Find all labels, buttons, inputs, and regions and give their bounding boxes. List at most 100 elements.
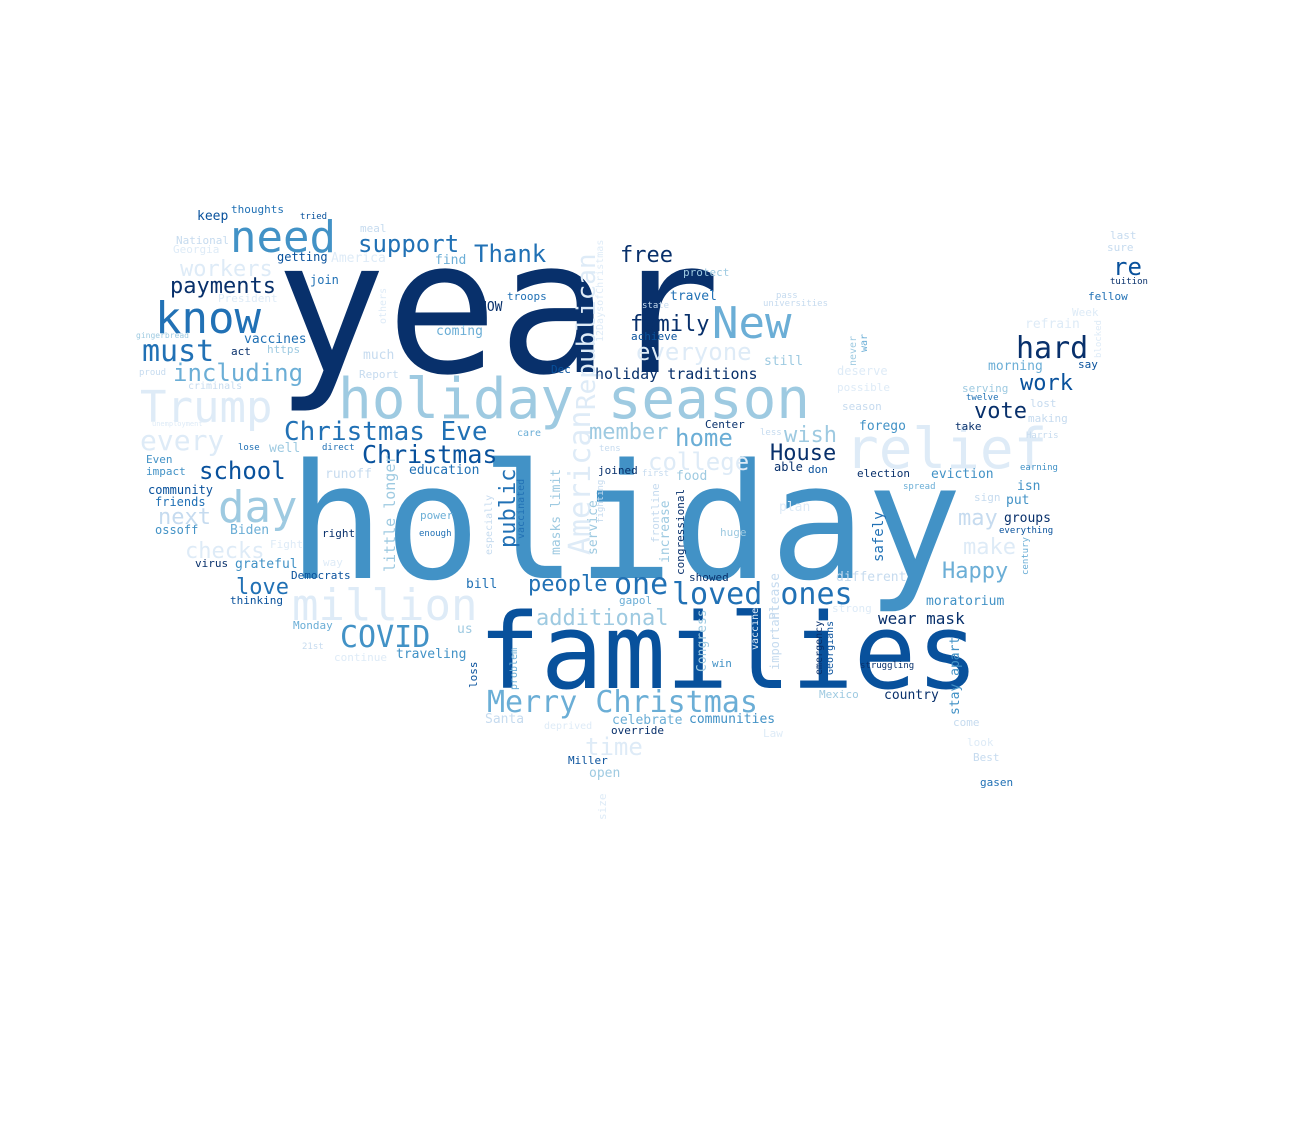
word-21st: 21st (302, 642, 324, 652)
word-miller: Miller (568, 754, 608, 767)
word-continue: continue (334, 651, 387, 664)
word-strong: strong (832, 602, 872, 615)
word-law: Law (763, 727, 783, 740)
word-coming: coming (436, 324, 483, 339)
word-sign: sign (974, 491, 1001, 504)
word-report: Report (359, 368, 399, 381)
word-open: open (589, 766, 620, 781)
word-problem: problem (509, 648, 520, 690)
word-loss: loss (467, 662, 480, 689)
word-president: President (218, 292, 278, 305)
word-say: say (1078, 358, 1098, 371)
word-holiday: holiday (288, 429, 962, 616)
word-week: Week (1072, 306, 1099, 319)
word-gasen: gasen (980, 776, 1013, 789)
word-congress: Congress (695, 609, 710, 672)
word-families: families (478, 591, 979, 713)
word-thinking: thinking (230, 594, 283, 607)
word-people: people (528, 572, 607, 597)
word-even: Even (146, 453, 173, 466)
word-now: NOW (479, 300, 503, 315)
word-food: food (676, 469, 707, 484)
word-virus: virus (195, 557, 228, 570)
word-national: National (176, 234, 229, 247)
word-member: member (589, 420, 668, 445)
word-frontline: frontline (649, 483, 662, 543)
word-earning: earning (1020, 463, 1058, 473)
word-joined: joined (598, 464, 638, 477)
word-win: win (712, 657, 732, 670)
word-way: way (323, 556, 343, 569)
word-tuition: tuition (1110, 277, 1148, 287)
word-deserve: deserve (837, 364, 888, 378)
word-time: time (585, 733, 643, 761)
word-year: year (275, 200, 721, 416)
word-century: century (1021, 536, 1031, 575)
word-happy: Happy (942, 559, 1008, 584)
word-masks-limit: masks limit (549, 469, 564, 555)
word-election: election (857, 467, 910, 480)
word-much: much (363, 348, 394, 363)
word-still: still (764, 354, 803, 369)
word-work: work (1020, 371, 1073, 396)
word-please: Please (768, 573, 783, 620)
word-groups: groups (1004, 511, 1051, 526)
word-home: home (675, 424, 733, 452)
word-pass: pass (776, 291, 798, 301)
word-troops: troops (507, 290, 547, 303)
word-including: including (173, 359, 303, 387)
word-support: support (358, 230, 459, 258)
word-thoughts: thoughts (231, 203, 284, 216)
word-lose: lose (238, 443, 260, 453)
word-relief: relief (845, 417, 1047, 482)
word-covid: COVID (340, 620, 430, 655)
word-war: war (859, 334, 870, 352)
word-join: join (310, 273, 339, 287)
word-million: million (292, 580, 477, 631)
word-unemployment: unemployment (152, 420, 203, 428)
word-everything: everything (999, 526, 1053, 536)
word-vote: vote (974, 399, 1027, 424)
word-one: one (614, 567, 668, 602)
word-power: power (420, 509, 453, 522)
word-need: need (230, 212, 336, 263)
word-first: first (642, 469, 669, 479)
word-keep: keep (197, 209, 228, 224)
word-vaccines: vaccines (244, 332, 307, 347)
word-payments: payments (170, 274, 276, 299)
word-stay-apart: stay apart (948, 637, 963, 715)
word-communities: communities (689, 712, 775, 727)
word-day: day (218, 482, 297, 533)
word-house: House (770, 441, 836, 466)
word-democrats: Democrats (291, 569, 351, 582)
word-celebrate: celebrate (612, 713, 683, 728)
word-georgians: Georgians (825, 621, 836, 675)
word-protect: protect (683, 266, 729, 279)
word-isn: isn (1017, 479, 1040, 494)
word-blocked: blocked (1094, 320, 1104, 358)
word-achieve: achieve (631, 330, 677, 343)
word-sure: sure (1107, 241, 1134, 254)
word-spread: spread (903, 482, 936, 492)
word-new: New (712, 298, 792, 349)
word-override: override (611, 724, 664, 737)
word-struggling: struggling (860, 661, 914, 671)
word-bill: bill (466, 577, 497, 592)
word-santa: Santa (485, 712, 524, 727)
word-criminals: criminals (188, 381, 242, 392)
word-biden: Biden (230, 523, 269, 538)
word-wear-mask: wear mask (878, 609, 965, 628)
word-don: don (808, 463, 828, 476)
word-gingerbread: gingerbread (136, 331, 189, 340)
word-put: put (1006, 493, 1029, 508)
word-twelve: twelve (966, 393, 999, 403)
word-hard: hard (1016, 331, 1088, 366)
word-never: never (848, 336, 859, 366)
word-mexico: Mexico (819, 688, 859, 701)
word-dec: Dec (551, 363, 571, 376)
word-grateful: grateful (235, 557, 298, 572)
word-able: able (774, 460, 803, 474)
word-free: free (620, 243, 673, 268)
